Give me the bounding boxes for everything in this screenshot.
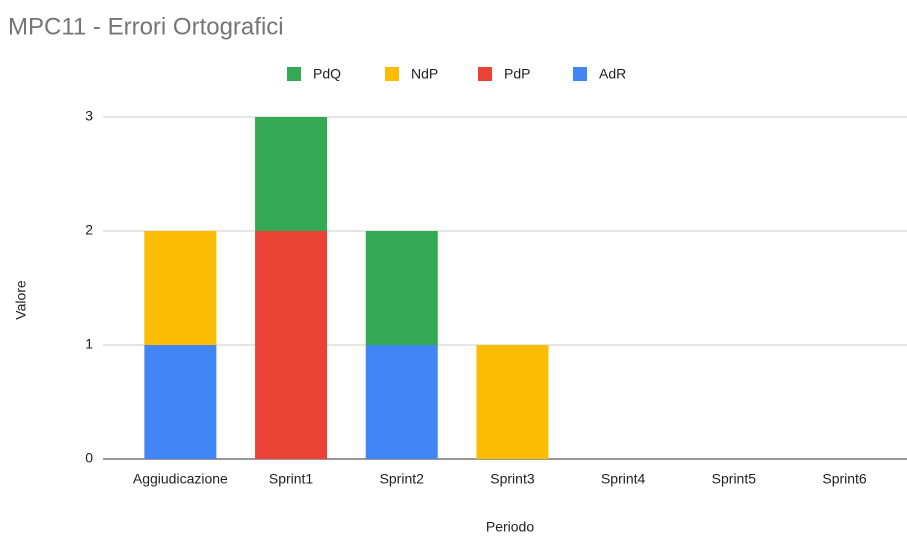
x-axis-label: Periodo <box>486 519 534 535</box>
legend-label: NdP <box>411 66 438 82</box>
y-tick-label: 1 <box>85 336 93 352</box>
x-tick-label: Aggiudicazione <box>133 471 228 487</box>
legend-label: PdP <box>504 66 530 82</box>
y-tick-label: 2 <box>85 222 93 238</box>
x-tick-label: Sprint3 <box>490 471 535 487</box>
legend-label: AdR <box>599 66 626 82</box>
bar-segment <box>144 345 217 459</box>
legend-swatch <box>287 67 301 81</box>
legend-label: PdQ <box>313 66 341 82</box>
legend-swatch <box>385 67 399 81</box>
bar-segment <box>476 345 549 459</box>
y-tick-label: 3 <box>85 108 93 124</box>
x-tick-label: Sprint5 <box>712 471 757 487</box>
x-tick-label: Sprint2 <box>380 471 425 487</box>
bar-segment <box>365 231 438 345</box>
x-tick-label: Sprint6 <box>822 471 867 487</box>
chart-title: MPC11 - Errori Ortografici <box>8 13 284 40</box>
y-tick-label: 0 <box>85 450 93 466</box>
bar-segment <box>255 117 328 231</box>
bar-segment <box>255 231 328 459</box>
bar-segment <box>144 231 217 345</box>
x-tick-label: Sprint1 <box>269 471 314 487</box>
legend-swatch <box>573 67 587 81</box>
y-axis-label: Valore <box>13 280 29 320</box>
x-tick-label: Sprint4 <box>601 471 646 487</box>
bar-segment <box>365 345 438 459</box>
legend-swatch <box>478 67 492 81</box>
